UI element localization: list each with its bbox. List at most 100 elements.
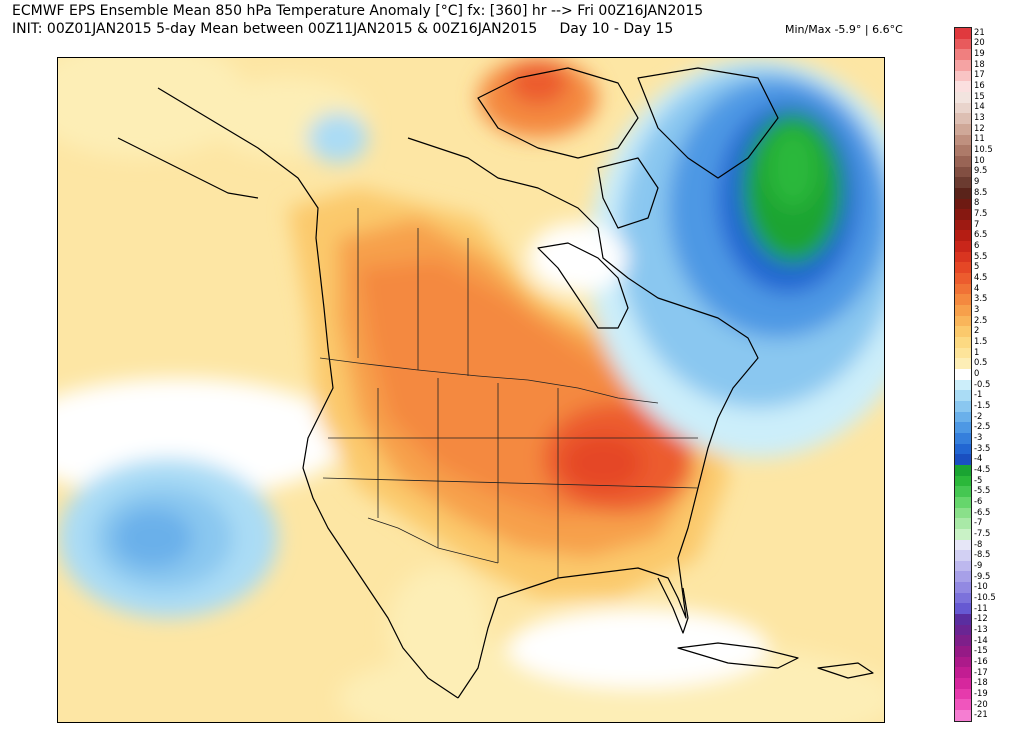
color-scale-label: -1.5	[974, 399, 991, 410]
color-scale-label: 8.5	[974, 186, 988, 197]
color-scale-label: 2.5	[974, 314, 988, 325]
map-panel	[57, 57, 885, 723]
color-scale-swatch	[955, 326, 971, 338]
color-scale-swatch	[955, 688, 971, 700]
color-scale-label: -7.5	[974, 527, 991, 538]
color-scale-label: 16	[974, 80, 985, 91]
color-scale-swatch	[955, 219, 971, 231]
color-scale-swatch	[955, 283, 971, 295]
color-scale-swatch	[955, 294, 971, 306]
color-scale-label: 3.5	[974, 293, 988, 304]
color-scale-swatch	[955, 134, 971, 146]
color-scale-swatch	[955, 411, 971, 423]
map-subtitle: INIT: 00Z01JAN2015 5-day Mean between 00…	[12, 21, 674, 37]
color-scale-swatch	[955, 273, 971, 284]
color-scale-label: -4	[974, 453, 983, 464]
color-scale-swatch	[955, 166, 971, 178]
color-scale-label: -17	[974, 666, 988, 677]
color-scale-swatch	[955, 59, 971, 71]
color-scale-swatch	[955, 113, 971, 124]
color-scale-swatch	[955, 49, 971, 60]
color-scale-label: -9	[974, 559, 983, 570]
color-scale-label: 10	[974, 154, 985, 165]
color-scale-label: 10.5	[974, 144, 993, 155]
color-scale-swatch	[955, 347, 971, 359]
color-scale-swatch	[955, 187, 971, 199]
color-scale-label: -6.5	[974, 506, 991, 517]
color-scale-swatch	[955, 102, 971, 114]
coastlines	[117, 67, 874, 699]
color-scale-swatch	[955, 123, 971, 135]
color-scale-swatch	[955, 550, 971, 561]
color-scale-swatch	[955, 528, 971, 540]
color-scale-label: 4.5	[974, 272, 988, 283]
color-scale-swatch	[955, 337, 971, 348]
color-scale-label: -13	[974, 623, 988, 634]
color-scale-swatch	[955, 262, 971, 274]
color-scale-swatch	[955, 70, 971, 82]
color-scale-label: 5.5	[974, 250, 988, 261]
color-scale-swatch	[955, 38, 971, 50]
color-scale-label: 21	[974, 26, 985, 37]
color-scale-label: -8	[974, 538, 983, 549]
color-scale-label: -3	[974, 431, 983, 442]
color-scale-swatch	[955, 507, 971, 519]
color-scale-swatch	[955, 635, 971, 647]
color-scale-swatch	[955, 91, 971, 103]
color-scale-label: -2.5	[974, 421, 991, 432]
color-scale-swatch	[955, 699, 971, 710]
color-scale-swatch	[955, 305, 971, 316]
color-scale-swatch	[955, 582, 971, 593]
min-max-readout: Min/Max -5.9° | 6.6°C	[785, 23, 903, 36]
color-scale-swatch	[955, 81, 971, 92]
color-scale-swatch	[955, 539, 971, 551]
color-scale-swatch	[955, 209, 971, 220]
color-scale-swatch	[955, 145, 971, 156]
color-scale-label: -10.5	[974, 591, 996, 602]
color-scale-swatch	[955, 646, 971, 657]
color-scale-label: -5.5	[974, 485, 991, 496]
color-scale-swatch	[955, 678, 971, 689]
color-scale-swatch	[955, 496, 971, 508]
color-scale-label: -3.5	[974, 442, 991, 453]
color-scale-swatch	[955, 198, 971, 210]
color-scale-swatch	[955, 379, 971, 391]
color-scale-label: 0	[974, 368, 980, 378]
color-scale-label: 3	[974, 304, 980, 315]
color-scale-label: -2	[974, 410, 983, 421]
color-scale-swatch	[955, 667, 971, 679]
color-scale-swatch	[955, 177, 971, 188]
color-scale-swatch	[955, 369, 971, 380]
color-scale-label: 20	[974, 37, 985, 48]
color-scale-label: 12	[974, 122, 985, 133]
color-scale-label: -21	[974, 709, 988, 720]
color-scale-swatch	[955, 230, 971, 242]
color-scale-swatch	[955, 315, 971, 327]
color-scale-label: -19	[974, 687, 988, 698]
color-scale-swatch	[955, 603, 971, 615]
color-scale-label: 17	[974, 69, 985, 80]
color-scale-swatch	[955, 656, 971, 668]
color-scale-label: 15	[974, 90, 985, 101]
color-scale-label: -14	[974, 634, 988, 645]
color-scale-label: 13	[974, 112, 985, 123]
color-scale-swatch	[955, 571, 971, 583]
color-scale-swatch	[955, 614, 971, 625]
color-scale-label: -16	[974, 655, 988, 666]
color-scale-label: 1	[974, 346, 980, 357]
color-scale-swatch	[955, 251, 971, 263]
color-scale-label: 8	[974, 197, 980, 208]
political-borders	[319, 208, 699, 578]
color-scale-label: -20	[974, 698, 988, 709]
color-scale-swatch	[955, 422, 971, 433]
color-scale	[954, 27, 972, 722]
color-scale-swatch	[955, 592, 971, 604]
color-scale-swatch	[955, 475, 971, 487]
color-scale-swatch	[955, 241, 971, 252]
color-scale-label: -8.5	[974, 549, 991, 560]
anomaly-map	[58, 58, 884, 722]
color-scale-label: 9.5	[974, 165, 988, 176]
color-scale-label: -5	[974, 474, 983, 485]
color-scale-swatch	[955, 443, 971, 455]
color-scale-label: 2	[974, 325, 980, 336]
